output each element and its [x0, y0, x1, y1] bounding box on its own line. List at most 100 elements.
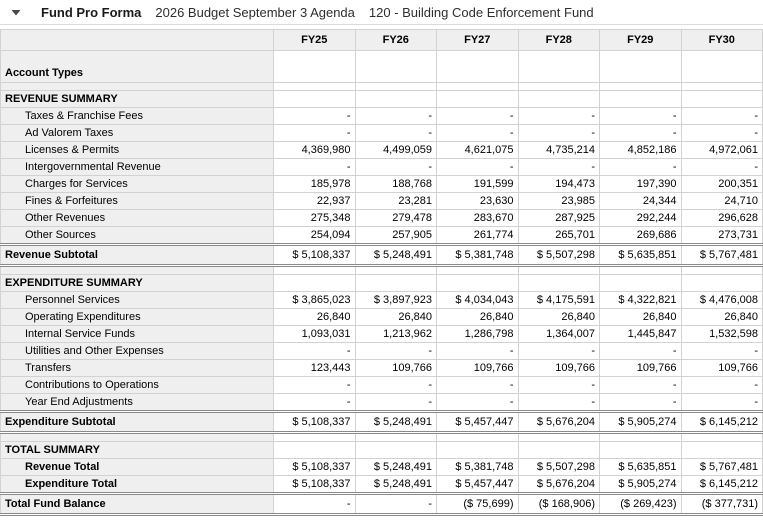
cell: 269,686 [599, 226, 682, 245]
cell: - [273, 342, 356, 360]
cell [517, 432, 600, 442]
cell: 1,364,007 [517, 325, 600, 343]
cell: - [680, 124, 763, 142]
cell: 109,766 [354, 359, 437, 377]
row-label [0, 265, 274, 275]
table-row: Year End Adjustments - - - - - - [0, 393, 763, 412]
cell: 296,628 [680, 209, 763, 227]
cell: 109,766 [680, 359, 763, 377]
cell [680, 441, 763, 459]
cell: - [599, 158, 682, 176]
cell [599, 90, 682, 108]
cell [436, 274, 519, 292]
table-row [0, 432, 763, 442]
table-row: Transfers 123,443 109,766 109,766 109,766 109… [0, 359, 763, 377]
cell: $ 4,034,043 [436, 291, 519, 309]
cell: 1,286,798 [436, 325, 519, 343]
row-label: Internal Service Funds [0, 325, 274, 343]
cell: 275,348 [273, 209, 356, 227]
cell: $ 6,145,212 [680, 410, 763, 434]
cell: 194,473 [517, 175, 600, 193]
cell: $ 5,108,337 [273, 410, 356, 434]
cell: 197,390 [599, 175, 682, 193]
cell: - [436, 158, 519, 176]
cell [680, 265, 763, 275]
cell: - [599, 107, 682, 125]
row-label: REVENUE SUMMARY [0, 90, 274, 108]
cell: $ 5,507,298 [517, 243, 600, 267]
cell: 4,735,214 [517, 141, 600, 159]
cell: 4,499,059 [354, 141, 437, 159]
cell [436, 265, 519, 275]
table-row: Internal Service Funds 1,093,031 1,213,962… [0, 325, 763, 343]
cell: - [436, 107, 519, 125]
cell: $ 5,457,447 [436, 410, 519, 434]
row-label: Expenditure Total [0, 475, 274, 494]
cell [354, 441, 437, 459]
row-label: Revenue Subtotal [0, 243, 274, 267]
cell [436, 50, 519, 83]
table-row: Expenditure Subtotal $ 5,108,337 $ 5,248,4… [0, 410, 763, 434]
cell: - [599, 376, 682, 394]
cell: $ 5,108,337 [273, 475, 356, 494]
cell: - [273, 107, 356, 125]
cell [599, 82, 682, 91]
report-title: Fund Pro Forma [41, 5, 142, 20]
cell: $ 5,108,337 [273, 243, 356, 267]
table-row [0, 265, 763, 275]
cell: 4,621,075 [436, 141, 519, 159]
cell [517, 82, 600, 91]
table-container: FY25 FY26 FY27 FY28 FY29 FY30 Account Ty… [0, 25, 763, 516]
column-header: FY29 [599, 29, 682, 51]
cell [517, 265, 600, 275]
cell [517, 50, 600, 83]
row-label: Taxes & Franchise Fees [0, 107, 274, 125]
cell: $ 5,676,204 [517, 410, 600, 434]
cell: 200,351 [680, 175, 763, 193]
cell: $ 4,175,591 [517, 291, 600, 309]
cell: - [436, 393, 519, 412]
cell [517, 90, 600, 108]
table-row: Intergovernmental Revenue - - - - - - [0, 158, 763, 176]
corner-header-cell [0, 29, 274, 51]
row-label: Operating Expenditures [0, 308, 274, 326]
cell: $ 5,248,491 [354, 458, 437, 476]
cell: 26,840 [273, 308, 356, 326]
cell: $ 5,108,337 [273, 458, 356, 476]
row-label [0, 82, 274, 91]
budget-name: 2026 Budget September 3 Agenda [155, 5, 355, 20]
cell: - [680, 158, 763, 176]
cell: $ 5,248,491 [354, 243, 437, 267]
row-label: Other Revenues [0, 209, 274, 227]
cell: ($ 377,731) [680, 492, 763, 516]
collapse-caret-icon[interactable] [9, 6, 23, 20]
cell: $ 5,457,447 [436, 475, 519, 494]
row-label: Expenditure Subtotal [0, 410, 274, 434]
cell: $ 5,635,851 [599, 458, 682, 476]
cell: - [517, 342, 600, 360]
cell: - [517, 393, 600, 412]
table-row: Expenditure Total $ 5,108,337 $ 5,248,491 $… [0, 475, 763, 494]
cell: - [354, 158, 437, 176]
table-row: Fines & Forfeitures 22,937 23,281 23,630 23,… [0, 192, 763, 210]
row-label [0, 432, 274, 442]
cell: - [273, 492, 356, 516]
column-header: FY28 [517, 29, 600, 51]
cell: - [517, 124, 600, 142]
cell: - [517, 376, 600, 394]
column-header: FY27 [436, 29, 519, 51]
cell: - [354, 107, 437, 125]
cell [354, 50, 437, 83]
table-row: Revenue Subtotal $ 5,108,337 $ 5,248,491 $ … [0, 243, 763, 267]
cell [273, 441, 356, 459]
page-header: Fund Pro Forma 2026 Budget September 3 A… [0, 0, 763, 25]
fund-name: 120 - Building Code Enforcement Fund [368, 5, 594, 20]
cell: $ 5,905,274 [599, 475, 682, 494]
cell: 185,978 [273, 175, 356, 193]
column-header: FY25 [273, 29, 356, 51]
table-row: EXPENDITURE SUMMARY [0, 274, 763, 292]
cell: 26,840 [599, 308, 682, 326]
table-row: Utilities and Other Expenses - - - - - - [0, 342, 763, 360]
row-label: Fines & Forfeitures [0, 192, 274, 210]
cell: 191,599 [436, 175, 519, 193]
